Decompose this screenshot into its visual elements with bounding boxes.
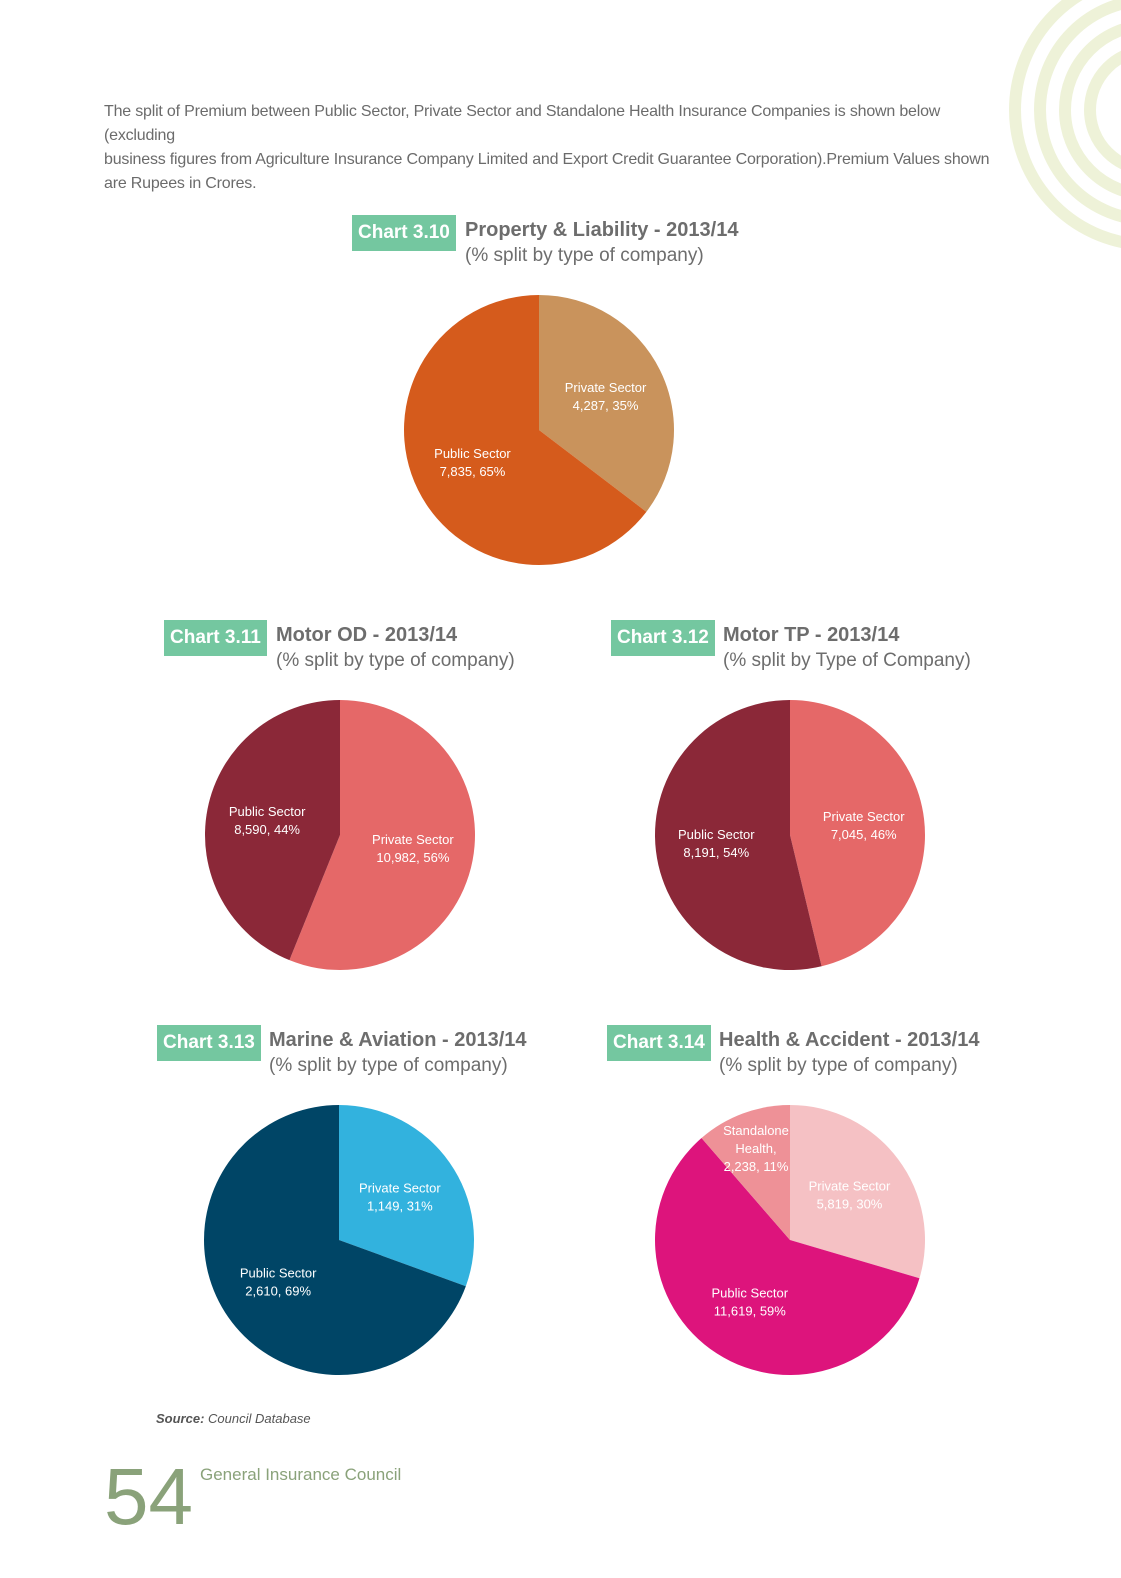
intro-text: The split of Premium between Public Sect…	[104, 100, 1009, 196]
slice-label-public-sector: Public Sector 7,835, 65%	[434, 446, 511, 479]
slice-label-private-sector: Private Sector 10,982, 56%	[372, 832, 454, 865]
source-label: Source:	[156, 1411, 205, 1426]
chart-subtitle: (% split by type of company)	[719, 1055, 958, 1076]
decorative-arcs	[1009, 0, 1121, 248]
pie-chart: Private Sector 10,982, 56% Public Sector 8,…	[205, 700, 476, 970]
chart-health-accident: Chart 3.14 Health & Accident - 2013/14 (…	[607, 1025, 1007, 1385]
chart-marine-aviation: Chart 3.13 Marine & Aviation - 2013/14 (…	[157, 1025, 557, 1385]
chart-property-liability: Chart 3.10 Property & Liability - 2013/1…	[352, 215, 752, 575]
slice-label-private-sector: Private Sector 5,819, 30%	[809, 1179, 891, 1212]
chart-badge: Chart 3.10	[352, 215, 456, 251]
pie-slice-public-sector	[204, 1105, 466, 1375]
slice-label-private-sector: Private Sector 1,149, 31%	[359, 1180, 441, 1213]
pie-chart: Private Sector 5,819, 30% Public Sector 11,…	[655, 1105, 925, 1375]
slice-label-public-sector: Public Sector 2,610, 69%	[240, 1266, 317, 1299]
chart-badge: Chart 3.12	[611, 620, 715, 656]
slice-label-standalone-health: Standalone Health, 2,238, 11%	[723, 1123, 789, 1174]
chart-badge: Chart 3.13	[157, 1025, 261, 1061]
pie-chart: Private Sector 7,045, 46% Public Sector 8,1…	[655, 700, 925, 970]
chart-subtitle: (% split by Type of Company)	[723, 650, 971, 671]
pie-slice-public-sector	[205, 700, 340, 961]
chart-title: Motor OD - 2013/14	[276, 624, 458, 646]
slice-label-private-sector: Private Sector 7,045, 46%	[823, 809, 905, 842]
slice-label-public-sector: Public Sector 8,590, 44%	[229, 804, 306, 837]
chart-subtitle: (% split by type of company)	[276, 650, 515, 671]
slice-label-public-sector: Public Sector 8,191, 54%	[678, 827, 755, 860]
chart-title: Property & Liability - 2013/14	[465, 219, 739, 241]
chart-title: Marine & Aviation - 2013/14	[269, 1029, 527, 1051]
slice-label-private-sector: Private Sector 4,287, 35%	[565, 380, 647, 413]
slice-label-public-sector: Public Sector 11,619, 59%	[712, 1285, 789, 1318]
pie-slice-private-sector	[790, 1105, 925, 1279]
source-note: Source: Council Database	[156, 1411, 311, 1426]
chart-subtitle: (% split by type of company)	[269, 1055, 508, 1076]
intro-line-2: business figures from Agriculture Insura…	[104, 151, 990, 168]
pie-slice-private-sector	[539, 295, 674, 512]
pie-slice-public-sector	[655, 1138, 920, 1375]
pie-slice-private-sector	[289, 700, 476, 970]
source-text: Council Database	[208, 1411, 311, 1426]
chart-badge: Chart 3.14	[607, 1025, 711, 1061]
pie-slice-public-sector	[404, 295, 647, 565]
page-number: 54	[104, 1452, 193, 1541]
chart-badge: Chart 3.11	[164, 620, 267, 656]
pie-slice-private-sector	[790, 700, 925, 967]
chart-motor-tp: Chart 3.12 Motor TP - 2013/14 (% split b…	[611, 620, 1011, 980]
footer-org-name: General Insurance Council	[200, 1465, 402, 1484]
chart-title: Health & Accident - 2013/14	[719, 1029, 980, 1051]
chart-subtitle: (% split by type of company)	[465, 245, 704, 266]
chart-title: Motor TP - 2013/14	[723, 624, 900, 646]
pie-chart: Private Sector 1,149, 31% Public Sector 2,6…	[204, 1105, 474, 1375]
pie-chart: Private Sector 4,287, 35% Public Sector 7,8…	[404, 295, 674, 565]
pie-slice-private-sector	[339, 1105, 474, 1287]
intro-line-1: The split of Premium between Public Sect…	[104, 103, 941, 144]
chart-motor-od: Chart 3.11 Motor OD - 2013/14 (% split b…	[164, 620, 564, 980]
intro-line-3: are Rupees in Crores.	[104, 175, 257, 192]
pie-slice-standalone-health	[701, 1105, 790, 1240]
pie-slice-public-sector	[655, 700, 822, 970]
